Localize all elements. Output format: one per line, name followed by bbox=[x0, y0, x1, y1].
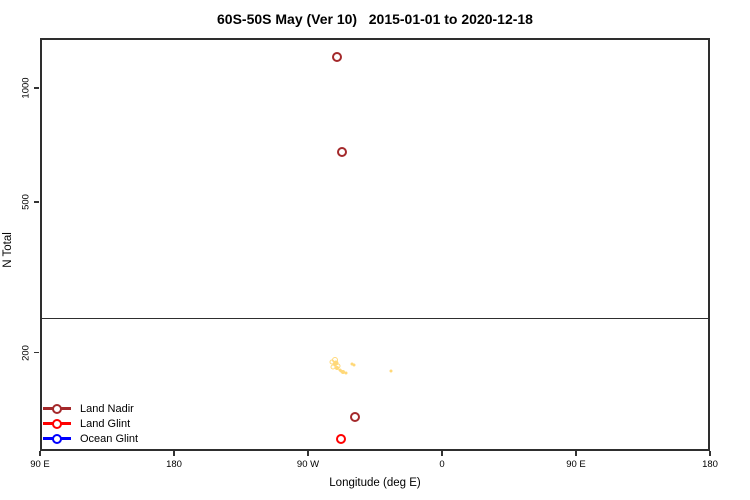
legend-item-label: Ocean Glint bbox=[80, 432, 139, 445]
legend: Land Nadir Land Glint Ocean Glint bbox=[43, 402, 138, 445]
x-tick-label: 90 W bbox=[296, 459, 320, 470]
x-tick bbox=[173, 451, 175, 456]
data-point-land-nadir bbox=[349, 411, 360, 422]
x-tick-label: 0 bbox=[439, 459, 445, 470]
x-tick-label: 180 bbox=[166, 459, 182, 470]
x-tick bbox=[39, 451, 41, 456]
x-tick bbox=[441, 451, 443, 456]
legend-item-land-glint: Land Glint bbox=[43, 417, 138, 430]
data-point-land-nadir bbox=[337, 147, 347, 158]
data-point-unlabeled-yellow-cluster bbox=[341, 369, 346, 374]
y-tick-label: 200 bbox=[20, 344, 32, 361]
legend-item-ocean-glint: Ocean Glint bbox=[43, 432, 138, 445]
open-circle-icon bbox=[52, 433, 62, 444]
open-circle-icon bbox=[52, 418, 62, 429]
data-point-land-nadir bbox=[332, 52, 343, 63]
plot-area: Land Nadir Land Glint Ocean Glint bbox=[40, 38, 710, 451]
reference-line bbox=[42, 317, 708, 320]
x-tick bbox=[307, 451, 309, 456]
data-point-land-glint bbox=[335, 433, 346, 444]
data-point-unlabeled-yellow-cluster bbox=[330, 364, 336, 370]
legend-item-label: Land Nadir bbox=[80, 402, 134, 415]
y-tick-label: 1000 bbox=[20, 77, 32, 99]
chart-title: 60S-50S May (Ver 10) 2015-01-01 to 2020-… bbox=[217, 11, 533, 27]
x-tick-label: 180 bbox=[702, 459, 718, 470]
legend-item-land-nadir: Land Nadir bbox=[43, 402, 138, 415]
data-point-unlabeled-yellow-cluster bbox=[344, 371, 348, 375]
plot-inner bbox=[42, 40, 708, 449]
y-tick-label: 500 bbox=[20, 194, 32, 210]
open-circle-icon bbox=[52, 403, 62, 414]
y-tick bbox=[34, 201, 39, 203]
x-tick-label: 90 E bbox=[30, 459, 50, 470]
x-tick bbox=[575, 451, 577, 456]
data-point-unlabeled-yellow-cluster bbox=[350, 362, 354, 366]
data-point-unlabeled-yellow-cluster bbox=[335, 365, 340, 370]
data-point-unlabeled-yellow-cluster bbox=[333, 362, 337, 367]
y-axis-label: N Total bbox=[2, 232, 14, 268]
x-tick-label: 90 E bbox=[566, 459, 586, 470]
data-point-unlabeled-yellow-cluster bbox=[352, 363, 356, 367]
y-tick bbox=[34, 351, 39, 354]
legend-item-label: Land Glint bbox=[80, 417, 131, 430]
legend-swatch-land-nadir bbox=[43, 403, 71, 414]
legend-swatch-land-glint bbox=[43, 418, 71, 429]
legend-swatch-ocean-glint bbox=[43, 433, 71, 444]
x-tick bbox=[709, 451, 711, 456]
x-axis-label: Longitude (deg E) bbox=[329, 477, 421, 489]
data-point-unlabeled-yellow-cluster bbox=[389, 369, 393, 373]
y-tick bbox=[34, 87, 39, 89]
